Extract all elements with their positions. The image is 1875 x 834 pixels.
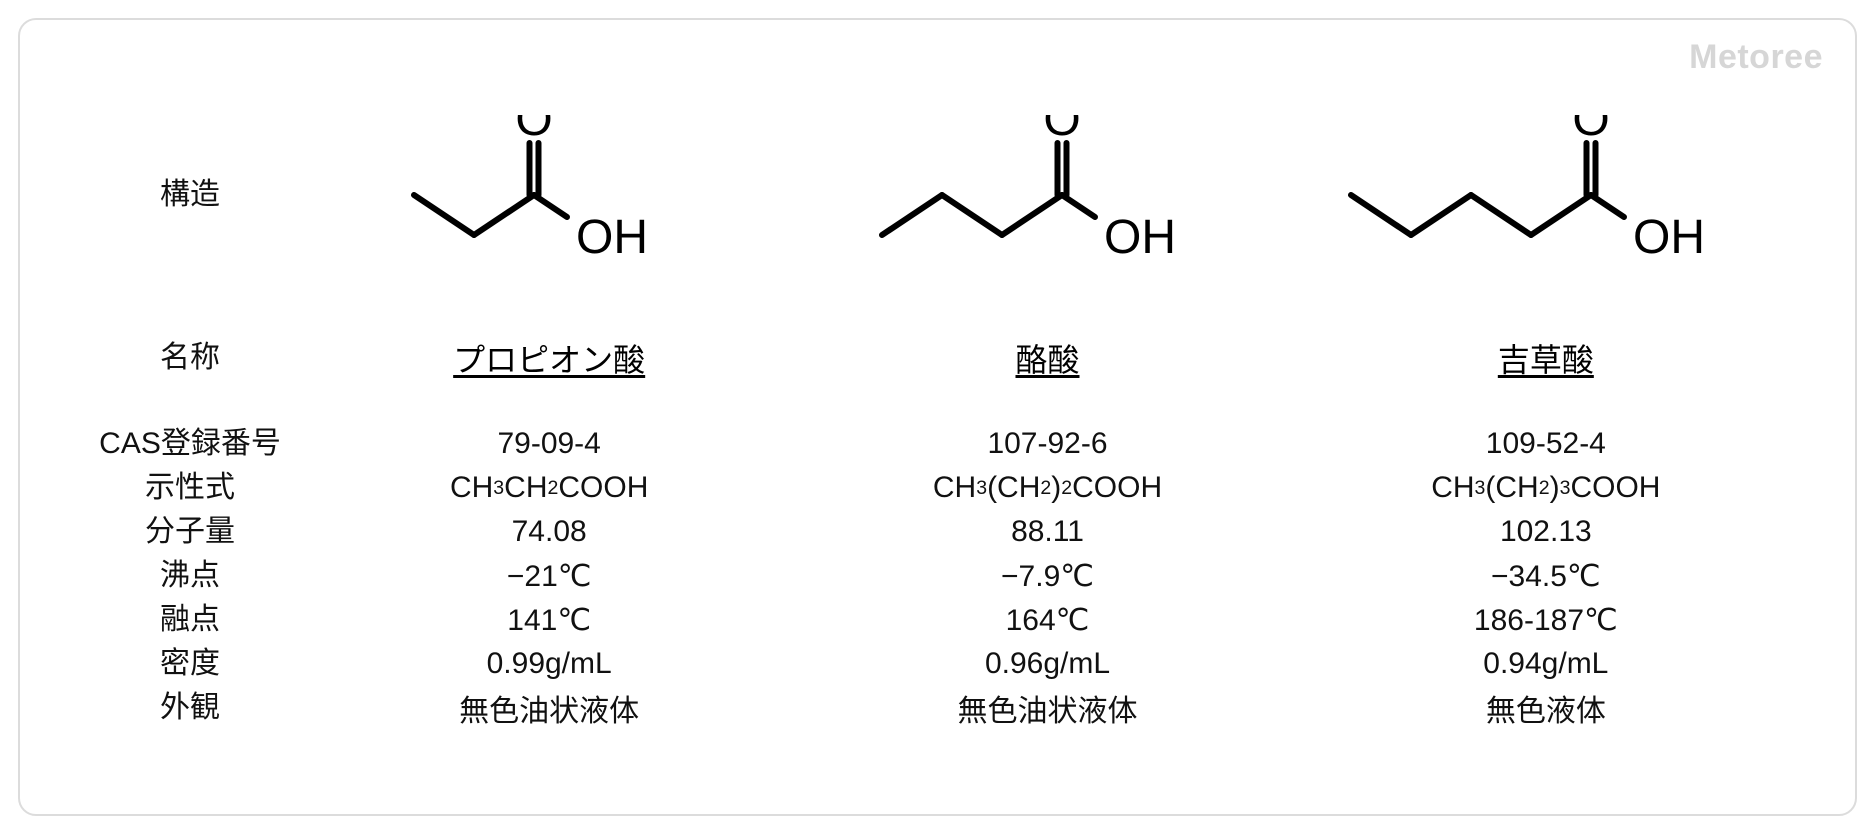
val-appearance: 無色油状液体 bbox=[957, 686, 1137, 730]
val-cas: 109-52-4 bbox=[1486, 422, 1606, 466]
grid: 構造 名称 CAS登録番号 示性式 分子量 沸点 融点 密度 外観 O OH プロ… bbox=[80, 80, 1795, 774]
val-formula: CH3(CH2)2COOH bbox=[933, 466, 1162, 510]
val-bp: −21℃ bbox=[507, 554, 592, 598]
compound-props: 107-92-6 CH3(CH2)2COOH 88.11 −7.9℃ 164℃ … bbox=[798, 422, 1296, 730]
label-cas: CAS登録番号 bbox=[99, 422, 281, 466]
val-formula: CH3(CH2)3COOH bbox=[1431, 466, 1660, 510]
svg-text:OH: OH bbox=[1104, 211, 1176, 264]
val-mw: 74.08 bbox=[512, 510, 587, 554]
label-name: 名称 bbox=[160, 318, 220, 398]
val-appearance: 無色液体 bbox=[1486, 686, 1606, 730]
val-mp: 141℃ bbox=[507, 598, 591, 642]
val-density: 0.94g/mL bbox=[1483, 642, 1608, 686]
val-appearance: 無色油状液体 bbox=[459, 686, 639, 730]
svg-text:OH: OH bbox=[1633, 211, 1705, 264]
val-density: 0.99g/mL bbox=[487, 642, 612, 686]
structure: O OH bbox=[798, 80, 1296, 310]
val-formula: CH3CH2COOH bbox=[450, 466, 648, 510]
compound-col-2: O OH 吉草酸 109-52-4 CH3(CH2)3COOH 102.13 −3… bbox=[1297, 80, 1795, 774]
watermark: Metoree bbox=[1689, 38, 1823, 77]
compound-col-0: O OH プロピオン酸 79-09-4 CH3CH2COOH 74.08 −21℃… bbox=[300, 80, 798, 774]
val-mw: 102.13 bbox=[1500, 510, 1592, 554]
panel: Metoree 構造 名称 CAS登録番号 示性式 分子量 沸点 融点 密度 外… bbox=[18, 18, 1857, 816]
val-bp: −7.9℃ bbox=[1001, 554, 1094, 598]
val-density: 0.96g/mL bbox=[985, 642, 1110, 686]
label-appearance: 外観 bbox=[99, 686, 281, 730]
compound-name: プロピオン酸 bbox=[453, 318, 645, 398]
structure-svg: O OH bbox=[862, 115, 1232, 275]
label-mp: 融点 bbox=[99, 598, 281, 642]
canvas: Metoree 構造 名称 CAS登録番号 示性式 分子量 沸点 融点 密度 外… bbox=[0, 0, 1875, 834]
label-structure: 構造 bbox=[160, 80, 220, 310]
structure: O OH bbox=[1297, 80, 1795, 310]
val-cas: 107-92-6 bbox=[987, 422, 1107, 466]
label-density: 密度 bbox=[99, 642, 281, 686]
svg-text:OH: OH bbox=[576, 211, 648, 264]
val-cas: 79-09-4 bbox=[497, 422, 600, 466]
labels-props: CAS登録番号 示性式 分子量 沸点 融点 密度 外観 bbox=[99, 422, 281, 730]
label-bp: 沸点 bbox=[99, 554, 281, 598]
structure: O OH bbox=[300, 80, 798, 310]
structure-svg: O OH bbox=[394, 115, 704, 275]
val-bp: −34.5℃ bbox=[1491, 554, 1601, 598]
label-mw: 分子量 bbox=[99, 510, 281, 554]
compound-col-1: O OH 酪酸 107-92-6 CH3(CH2)2COOH 88.11 −7.9… bbox=[798, 80, 1296, 774]
val-mp: 186-187℃ bbox=[1474, 598, 1618, 642]
label-formula: 示性式 bbox=[99, 466, 281, 510]
svg-text:O: O bbox=[1572, 115, 1609, 146]
val-mw: 88.11 bbox=[1011, 510, 1084, 554]
compound-name: 吉草酸 bbox=[1498, 318, 1594, 398]
compound-name: 酪酸 bbox=[1015, 318, 1079, 398]
compound-props: 109-52-4 CH3(CH2)3COOH 102.13 −34.5℃ 186… bbox=[1297, 422, 1795, 730]
svg-text:O: O bbox=[515, 115, 552, 146]
compound-props: 79-09-4 CH3CH2COOH 74.08 −21℃ 141℃ 0.99g… bbox=[300, 422, 798, 730]
labels-column: 構造 名称 CAS登録番号 示性式 分子量 沸点 融点 密度 外観 bbox=[80, 80, 300, 774]
svg-text:O: O bbox=[1044, 115, 1081, 146]
structure-svg: O OH bbox=[1331, 115, 1761, 275]
val-mp: 164℃ bbox=[1006, 598, 1090, 642]
